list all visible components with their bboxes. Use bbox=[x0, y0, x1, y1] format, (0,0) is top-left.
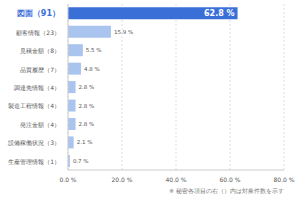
svg-text:0.7 %: 0.7 % bbox=[73, 158, 89, 164]
svg-text:40.0 %: 40.0 % bbox=[166, 176, 187, 183]
svg-text:2.1 %: 2.1 % bbox=[77, 139, 93, 145]
html-text:※ 秘密各項目の右（）内は対象件数を示す: ※ 秘密各項目の右（）内は対象件数を示す bbox=[169, 187, 284, 194]
svg-text:見積金額（8）: 見積金額（8） bbox=[20, 47, 60, 55]
svg-text:顧客情報（23）: 顧客情報（23） bbox=[16, 29, 60, 37]
svg-text:15.9 %: 15.9 % bbox=[114, 29, 133, 35]
svg-text:2.8 %: 2.8 % bbox=[79, 84, 95, 90]
svg-text:60.0 %: 60.0 % bbox=[220, 176, 241, 183]
svg-text:発注金額（4）: 発注金額（4） bbox=[20, 121, 60, 129]
svg-text:図面（91）: 図面（91） bbox=[17, 9, 60, 18]
svg-text:5.5 %: 5.5 % bbox=[86, 47, 102, 53]
svg-text:0.0 %: 0.0 % bbox=[59, 176, 76, 183]
svg-text:設備稼働状況（3）: 設備稼働状況（3） bbox=[8, 139, 60, 147]
svg-text:調達先情報（4）: 調達先情報（4） bbox=[14, 84, 60, 92]
svg-text:62.8 %: 62.8 % bbox=[204, 9, 235, 18]
svg-text:2.8 %: 2.8 % bbox=[79, 103, 95, 109]
svg-text:4.8 %: 4.8 % bbox=[84, 66, 100, 72]
svg-text:2.8 %: 2.8 % bbox=[79, 121, 95, 127]
svg-text:生産管理情報（1）: 生産管理情報（1） bbox=[8, 158, 60, 166]
svg-text:製造工程情報（4）: 製造工程情報（4） bbox=[8, 102, 60, 110]
svg-text:品質履歴（7）: 品質履歴（7） bbox=[20, 66, 60, 74]
svg-text:20.0 %: 20.0 % bbox=[112, 176, 133, 183]
svg-text:80.0 %: 80.0 % bbox=[274, 176, 292, 183]
